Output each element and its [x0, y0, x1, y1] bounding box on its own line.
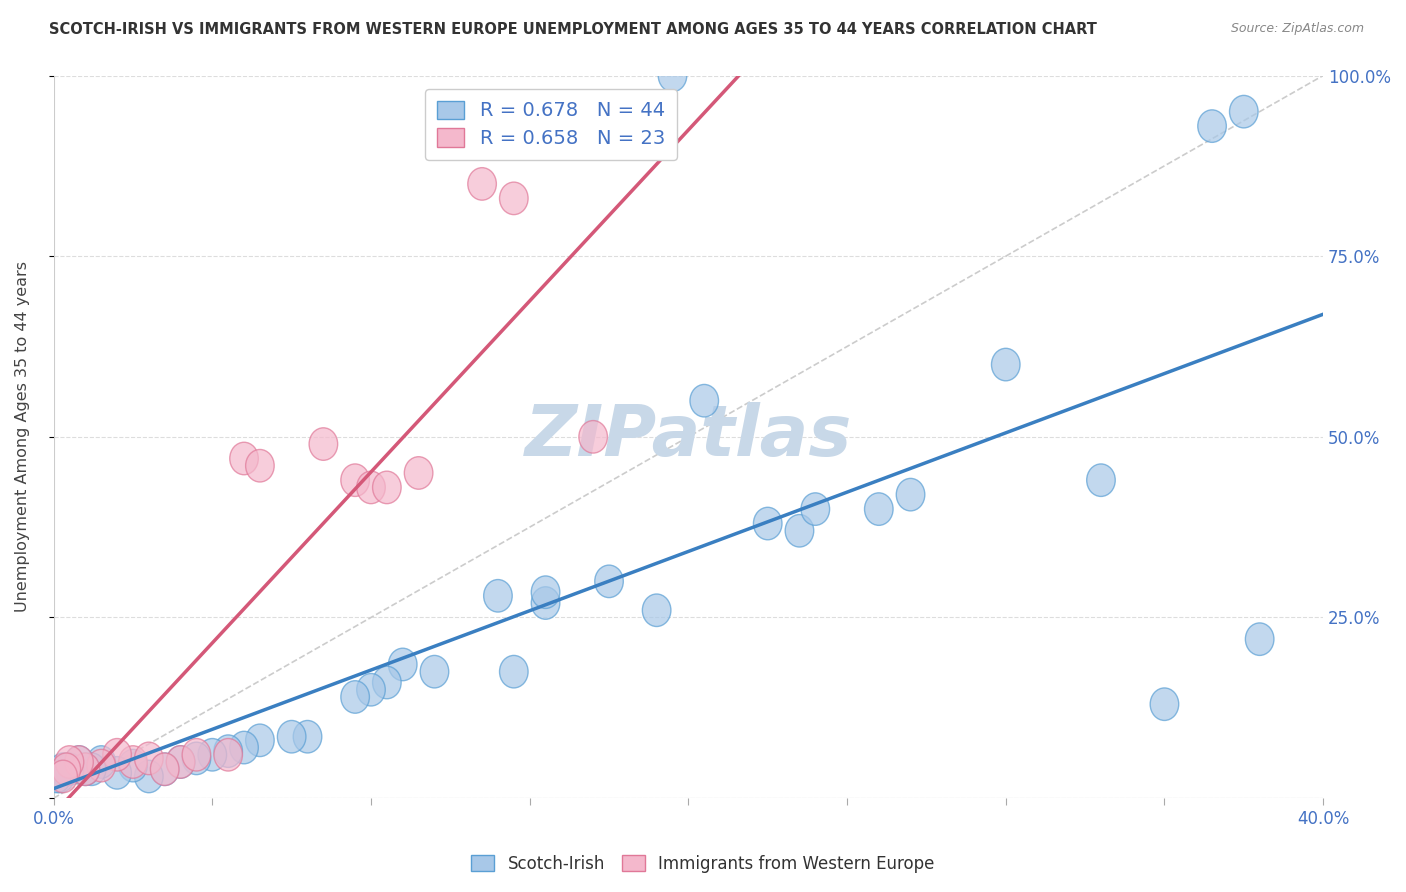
Ellipse shape — [42, 760, 72, 793]
Ellipse shape — [150, 753, 179, 786]
Ellipse shape — [340, 681, 370, 714]
Ellipse shape — [484, 580, 512, 612]
Ellipse shape — [1150, 688, 1178, 721]
Ellipse shape — [865, 492, 893, 525]
Ellipse shape — [579, 420, 607, 453]
Ellipse shape — [277, 721, 307, 753]
Ellipse shape — [229, 442, 259, 475]
Ellipse shape — [643, 594, 671, 626]
Ellipse shape — [1087, 464, 1115, 497]
Ellipse shape — [55, 746, 84, 778]
Text: ZIPatlas: ZIPatlas — [524, 402, 852, 471]
Ellipse shape — [754, 508, 782, 540]
Ellipse shape — [373, 666, 401, 698]
Y-axis label: Unemployment Among Ages 35 to 44 years: Unemployment Among Ages 35 to 44 years — [15, 261, 30, 612]
Ellipse shape — [72, 753, 100, 786]
Ellipse shape — [373, 471, 401, 504]
Ellipse shape — [531, 576, 560, 608]
Text: Source: ZipAtlas.com: Source: ZipAtlas.com — [1230, 22, 1364, 36]
Ellipse shape — [1229, 95, 1258, 128]
Ellipse shape — [214, 739, 242, 771]
Legend: Scotch-Irish, Immigrants from Western Europe: Scotch-Irish, Immigrants from Western Eu… — [464, 848, 942, 880]
Ellipse shape — [103, 756, 131, 789]
Ellipse shape — [214, 735, 242, 767]
Ellipse shape — [198, 739, 226, 771]
Ellipse shape — [991, 348, 1019, 381]
Ellipse shape — [896, 478, 925, 511]
Ellipse shape — [49, 753, 77, 786]
Ellipse shape — [103, 739, 131, 771]
Ellipse shape — [420, 656, 449, 688]
Ellipse shape — [468, 168, 496, 200]
Legend: R = 0.678   N = 44, R = 0.658   N = 23: R = 0.678 N = 44, R = 0.658 N = 23 — [425, 89, 676, 160]
Ellipse shape — [405, 457, 433, 489]
Ellipse shape — [309, 428, 337, 460]
Ellipse shape — [801, 492, 830, 525]
Ellipse shape — [357, 471, 385, 504]
Ellipse shape — [785, 515, 814, 547]
Ellipse shape — [166, 746, 195, 778]
Ellipse shape — [294, 721, 322, 753]
Ellipse shape — [658, 59, 686, 92]
Ellipse shape — [166, 746, 195, 778]
Ellipse shape — [357, 673, 385, 706]
Ellipse shape — [183, 742, 211, 774]
Ellipse shape — [183, 739, 211, 771]
Ellipse shape — [531, 587, 560, 619]
Ellipse shape — [135, 760, 163, 793]
Ellipse shape — [52, 753, 80, 786]
Ellipse shape — [118, 749, 148, 782]
Ellipse shape — [1198, 110, 1226, 143]
Ellipse shape — [150, 753, 179, 786]
Text: SCOTCH-IRISH VS IMMIGRANTS FROM WESTERN EUROPE UNEMPLOYMENT AMONG AGES 35 TO 44 : SCOTCH-IRISH VS IMMIGRANTS FROM WESTERN … — [49, 22, 1097, 37]
Ellipse shape — [499, 182, 529, 215]
Ellipse shape — [87, 746, 115, 778]
Ellipse shape — [65, 746, 93, 778]
Ellipse shape — [499, 656, 529, 688]
Ellipse shape — [118, 746, 148, 778]
Ellipse shape — [246, 450, 274, 482]
Ellipse shape — [1246, 623, 1274, 656]
Ellipse shape — [595, 566, 623, 598]
Ellipse shape — [135, 742, 163, 774]
Ellipse shape — [388, 648, 418, 681]
Ellipse shape — [65, 746, 93, 778]
Ellipse shape — [340, 464, 370, 497]
Ellipse shape — [87, 749, 115, 782]
Ellipse shape — [55, 753, 84, 786]
Ellipse shape — [690, 384, 718, 417]
Ellipse shape — [229, 731, 259, 764]
Ellipse shape — [246, 724, 274, 756]
Ellipse shape — [45, 760, 75, 793]
Ellipse shape — [77, 753, 105, 786]
Ellipse shape — [49, 760, 77, 793]
Ellipse shape — [72, 753, 100, 786]
